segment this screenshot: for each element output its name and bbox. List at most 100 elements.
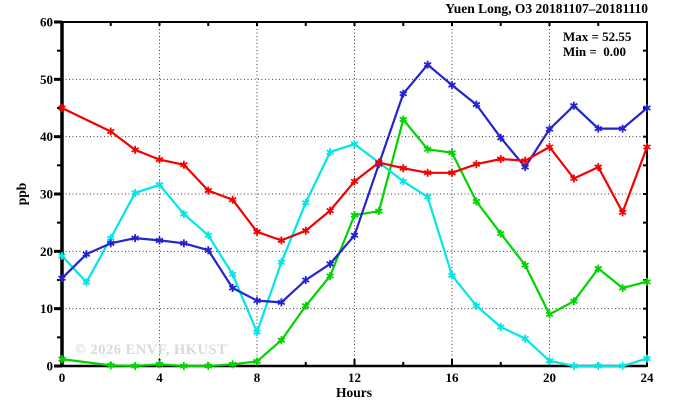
- blue-series-marker: [399, 89, 408, 98]
- blue-series-marker: [472, 100, 481, 109]
- x-tick-label: 0: [59, 370, 66, 385]
- green-series-line: [61, 118, 648, 368]
- blue-series-marker: [204, 246, 213, 255]
- cyan-series-marker: [569, 362, 578, 370]
- tick-labels: 0 4 8 12 16 20 24 0 10 20 30 40 50 60: [40, 15, 654, 386]
- red-series-marker: [569, 174, 578, 183]
- cyan-series-marker: [618, 362, 627, 370]
- green-series-marker: [545, 310, 554, 319]
- red-series-marker: [350, 177, 359, 186]
- blue-series-marker: [58, 274, 66, 283]
- blue-series-marker: [301, 276, 310, 284]
- blue-series-marker: [277, 298, 286, 307]
- red-series-marker: [545, 142, 554, 151]
- red-series-marker: [521, 156, 530, 165]
- red-series-marker: [58, 104, 66, 112]
- cyan-series-line: [61, 143, 648, 368]
- red-series-marker: [228, 195, 237, 204]
- chart-title: Yuen Long, O3 20181107–20181110: [445, 1, 648, 16]
- y-tick-label: 50: [40, 72, 53, 87]
- cyan-series-marker: [131, 188, 140, 197]
- green-series-marker: [131, 362, 140, 370]
- green-series-marker: [179, 362, 188, 370]
- green-series-marker: [277, 336, 286, 345]
- blue-series-marker: [496, 133, 505, 142]
- cyan-series-marker: [472, 301, 481, 310]
- cyan-series-marker: [301, 198, 310, 207]
- cyan-series-marker: [277, 258, 286, 267]
- max-value-label: Max = 52.55: [563, 29, 632, 44]
- cyan-series-marker: [155, 180, 164, 189]
- cyan-series-marker: [204, 231, 213, 240]
- green-series-marker: [423, 145, 432, 154]
- green-series-marker: [374, 207, 383, 216]
- cyan-series-marker: [82, 278, 91, 287]
- blue-series-marker: [423, 60, 432, 69]
- blue-series-marker: [82, 250, 91, 259]
- blue-series-marker: [253, 296, 261, 305]
- red-series: [58, 104, 651, 245]
- green-series-marker: [253, 357, 261, 366]
- red-series-marker: [594, 163, 603, 172]
- green-series-marker: [228, 360, 237, 369]
- blue-series-marker: [326, 259, 335, 268]
- green-series-marker: [326, 271, 335, 280]
- blue-series-marker: [594, 124, 603, 133]
- green-series-marker: [594, 264, 603, 273]
- red-series-marker: [496, 155, 505, 164]
- blue-series-marker: [228, 284, 237, 293]
- cyan-series-marker: [228, 270, 237, 279]
- green-series-marker: [58, 355, 66, 364]
- min-value-label: Min = 0.00: [563, 44, 626, 59]
- green-series-marker: [350, 211, 359, 220]
- red-series-marker: [301, 226, 310, 235]
- cyan-series-marker: [545, 356, 554, 365]
- green-series: [58, 115, 651, 370]
- cyan-series: [58, 140, 651, 370]
- blue-series-marker: [131, 234, 140, 243]
- red-series-marker: [618, 208, 627, 217]
- cyan-series-marker: [521, 334, 530, 343]
- green-series-marker: [204, 362, 213, 370]
- cyan-series-marker: [253, 328, 261, 337]
- red-series-marker: [277, 236, 286, 245]
- red-series-marker: [155, 155, 164, 164]
- x-tick-label: 16: [446, 370, 460, 385]
- red-series-marker: [131, 145, 140, 154]
- blue-series-marker: [569, 101, 578, 110]
- red-series-marker: [374, 158, 383, 167]
- watermark: © 2026 ENVF, HKUST: [75, 342, 227, 358]
- cyan-series-marker: [399, 177, 408, 186]
- red-series-marker: [643, 142, 651, 151]
- red-series-line: [61, 107, 649, 242]
- cyan-series-marker: [448, 271, 456, 280]
- red-series-marker: [399, 164, 408, 173]
- red-series-marker: [423, 168, 432, 177]
- green-series-marker: [643, 277, 651, 286]
- blue-series-marker: [106, 239, 115, 248]
- cyan-series-marker: [594, 362, 603, 370]
- y-tick-label: 10: [40, 301, 53, 316]
- green-series-marker: [521, 261, 530, 270]
- green-series-marker: [618, 284, 627, 293]
- blue-series-marker: [618, 124, 627, 133]
- y-tick-label: 0: [47, 359, 54, 374]
- blue-series-marker: [545, 125, 554, 134]
- y-tick-label: 30: [40, 187, 53, 202]
- red-series-marker: [326, 206, 335, 215]
- x-tick-label: 8: [254, 370, 261, 385]
- red-series-marker: [179, 160, 188, 169]
- green-series-marker: [301, 301, 310, 310]
- cyan-series-marker: [643, 354, 651, 363]
- cyan-series-marker: [326, 148, 335, 157]
- blue-series-marker: [155, 236, 164, 245]
- y-tick-label: 40: [40, 129, 53, 144]
- y-axis-label: ppb: [14, 183, 29, 206]
- x-tick-label: 12: [348, 370, 361, 385]
- green-series-marker: [496, 229, 505, 238]
- red-series-marker: [448, 168, 456, 177]
- cyan-series-marker: [350, 140, 359, 149]
- red-series-marker: [106, 127, 115, 136]
